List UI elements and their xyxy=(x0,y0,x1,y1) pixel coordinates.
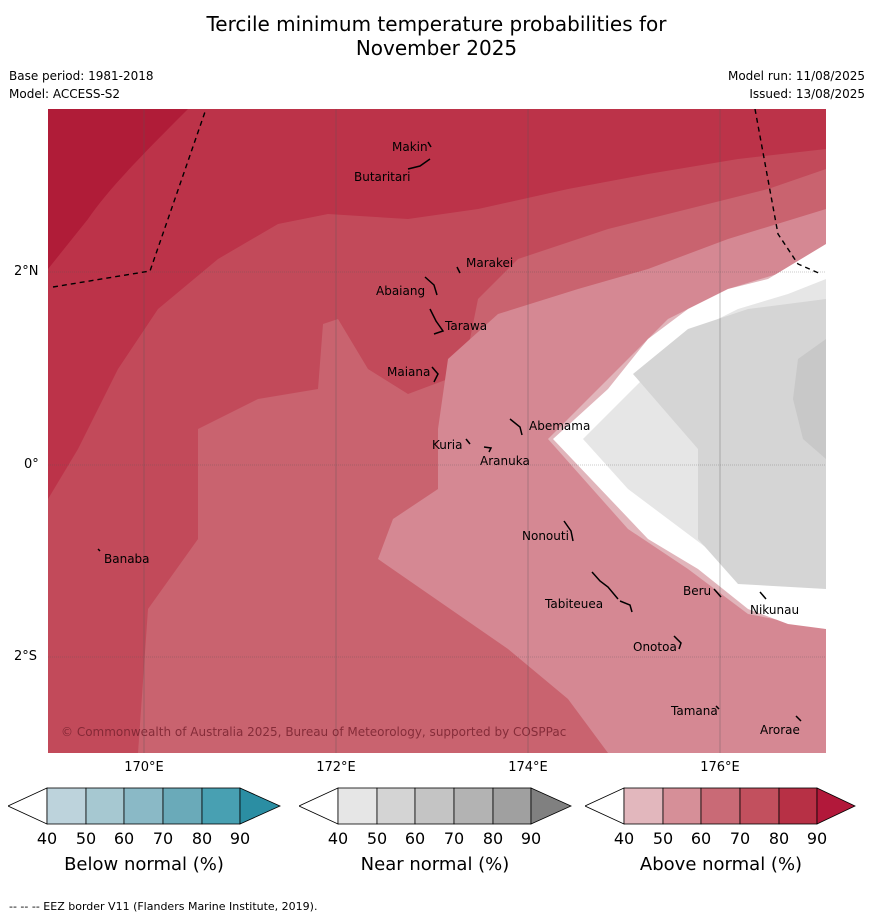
title-line-2: November 2025 xyxy=(355,36,518,60)
cb-near-tick: 80 xyxy=(482,829,504,848)
lon-tick-176e: 176°E xyxy=(700,760,740,775)
model-run: Model run: 11/08/2025 xyxy=(727,69,865,83)
cb-below-tick: 80 xyxy=(191,829,213,848)
cb-above-tick: 90 xyxy=(806,829,828,848)
label-abemama: Abemama xyxy=(529,419,590,433)
region-90plus xyxy=(48,109,188,269)
cb-near-tick: 70 xyxy=(443,829,465,848)
cb-below-tick: 70 xyxy=(152,829,174,848)
model-name: Model: ACCESS-S2 xyxy=(9,87,121,101)
label-arorae: Arorae xyxy=(760,723,800,737)
cb-below-tick: 50 xyxy=(75,829,97,848)
label-onotoa: Onotoa xyxy=(633,640,677,654)
cb-near-tick: 40 xyxy=(327,829,349,848)
label-tamana: Tamana xyxy=(670,704,718,718)
label-kuria: Kuria xyxy=(432,438,463,452)
cb-near-tick: 60 xyxy=(404,829,426,848)
label-maiana: Maiana xyxy=(387,365,430,379)
cb-above-tick: 40 xyxy=(613,829,635,848)
cb-above-tick: 80 xyxy=(768,829,790,848)
island-outlines xyxy=(97,141,802,722)
cb-below-tick: 40 xyxy=(36,829,58,848)
cb-below-tick: 90 xyxy=(229,829,251,848)
cb-above-tick: 50 xyxy=(652,829,674,848)
eez-footnote: -- -- -- EEZ border V11 (Flanders Marine… xyxy=(9,900,318,913)
island-labels: Makin Butaritari Marakei Abaiang Tarawa … xyxy=(104,140,800,737)
cb-above-tick: 70 xyxy=(729,829,751,848)
title-line-1: Tercile minimum temperature probabilitie… xyxy=(206,12,667,36)
label-beru: Beru xyxy=(683,584,711,598)
meta-right: Model run: 11/08/2025 Issued: 13/08/2025 xyxy=(728,67,865,103)
lon-tick-174e: 174°E xyxy=(508,760,548,775)
colorbar-below-normal xyxy=(8,787,281,825)
colorbar-near-normal xyxy=(299,787,572,825)
label-butaritari: Butaritari xyxy=(354,170,411,184)
lon-tick-170e: 170°E xyxy=(124,760,164,775)
colorbar-below-label: Below normal (%) xyxy=(64,854,224,875)
colorbar-above-normal xyxy=(585,787,856,825)
label-marakei: Marakei xyxy=(466,256,513,270)
region-near-60-70 xyxy=(793,339,826,459)
cb-near-tick: 90 xyxy=(520,829,542,848)
label-tarawa: Tarawa xyxy=(444,319,487,333)
issued-date: Issued: 13/08/2025 xyxy=(749,87,865,101)
region-near-50-60 xyxy=(633,299,826,589)
graticule xyxy=(48,109,826,753)
label-abaiang: Abaiang xyxy=(376,284,425,298)
label-banaba: Banaba xyxy=(104,552,150,566)
cb-below-tick: 60 xyxy=(113,829,135,848)
colorbar-above-label: Above normal (%) xyxy=(639,854,803,875)
map-panel: Makin Butaritari Marakei Abaiang Tarawa … xyxy=(48,109,826,753)
lat-tick-2n: 2°N xyxy=(14,264,39,279)
label-tabiteuea: Tabiteuea xyxy=(544,597,603,611)
cb-near-tick: 50 xyxy=(366,829,388,848)
label-nikunau: Nikunau xyxy=(750,603,799,617)
lon-tick-172e: 172°E xyxy=(316,760,356,775)
cb-above-tick: 60 xyxy=(690,829,712,848)
copyright-notice: © Commonwealth of Australia 2025, Bureau… xyxy=(61,725,566,739)
label-nonouti: Nonouti xyxy=(522,529,569,543)
lat-tick-2s: 2°S xyxy=(14,649,38,664)
lat-tick-0: 0° xyxy=(24,457,39,472)
label-aranuka: Aranuka xyxy=(480,454,530,468)
eez-border xyxy=(52,109,822,288)
meta-left: Base period: 1981-2018 Model: ACCESS-S2 xyxy=(9,67,154,103)
base-period: Base period: 1981-2018 xyxy=(9,69,154,83)
colorbar-near-label: Near normal (%) xyxy=(360,854,510,875)
chart-title: Tercile minimum temperature probabilitie… xyxy=(0,12,873,60)
label-makin: Makin xyxy=(392,140,428,154)
